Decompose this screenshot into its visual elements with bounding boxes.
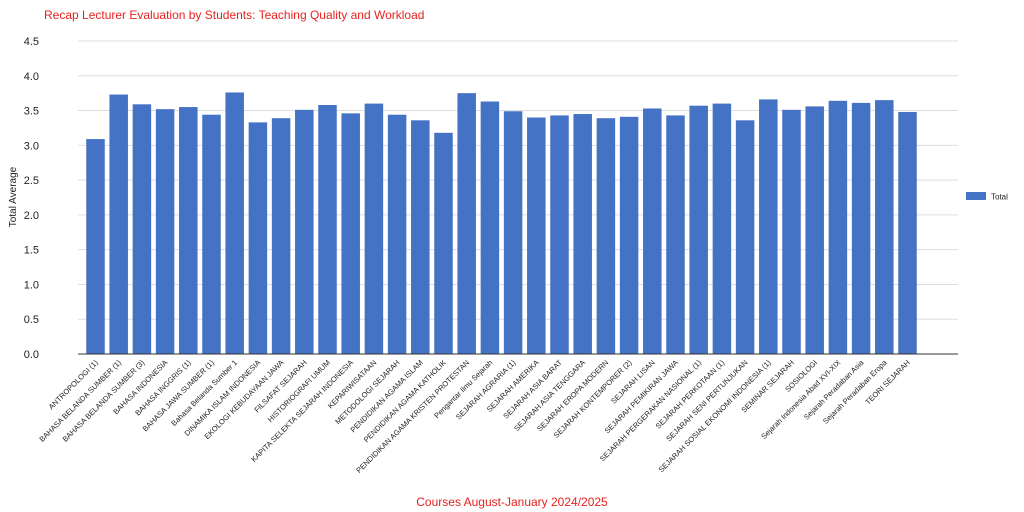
bar bbox=[596, 118, 616, 354]
y-axis-ticks: 0.0 0.5 1.0 1.5 2.0 2.5 3.0 3.5 4.0 4.5 bbox=[24, 36, 39, 361]
bar bbox=[503, 111, 523, 354]
y-tick-label: 1.5 bbox=[24, 245, 39, 257]
bar bbox=[527, 117, 546, 354]
bar bbox=[898, 111, 917, 355]
chart-title: Recap Lecturer Evaluation by Students: T… bbox=[44, 8, 424, 22]
bar bbox=[364, 103, 384, 354]
bar bbox=[735, 120, 755, 354]
bar bbox=[341, 113, 360, 355]
bar bbox=[434, 132, 453, 354]
bar bbox=[712, 103, 732, 354]
bar bbox=[132, 104, 152, 354]
bar bbox=[387, 114, 407, 355]
bar bbox=[689, 105, 708, 354]
bar bbox=[573, 114, 592, 355]
bar bbox=[828, 100, 848, 354]
y-tick-label: 2.5 bbox=[24, 175, 39, 187]
y-tick-label: 0.5 bbox=[24, 314, 39, 326]
bar bbox=[86, 139, 105, 354]
y-tick-label: 3.5 bbox=[24, 106, 39, 118]
y-tick-label: 4.0 bbox=[24, 71, 39, 83]
bar bbox=[318, 104, 337, 354]
bar bbox=[619, 116, 639, 354]
y-tick-label: 0.0 bbox=[24, 349, 39, 361]
bar bbox=[550, 115, 569, 355]
bar bbox=[666, 115, 685, 355]
y-tick-label: 1.0 bbox=[24, 279, 39, 291]
legend: Total bbox=[966, 192, 1008, 202]
legend-swatch bbox=[966, 192, 986, 200]
y-tick-label: 3.0 bbox=[24, 140, 39, 152]
y-tick-label: 4.5 bbox=[24, 36, 39, 48]
bar bbox=[202, 114, 221, 355]
x-axis-ticks: ANTROPOLOGI (1)BAHASA BELANDA SUMBER (1)… bbox=[37, 357, 911, 474]
bar bbox=[248, 122, 268, 354]
bar bbox=[179, 107, 198, 354]
bar bbox=[782, 109, 801, 354]
bar bbox=[225, 92, 244, 355]
bar bbox=[875, 100, 894, 354]
bar bbox=[411, 120, 430, 354]
bar bbox=[480, 101, 500, 354]
bar bbox=[759, 99, 778, 354]
bar bbox=[271, 118, 291, 354]
x-axis-title: Courses August-January 2024/2025 bbox=[416, 495, 608, 509]
bar bbox=[851, 102, 871, 354]
bar bbox=[295, 109, 314, 354]
bar bbox=[109, 94, 128, 355]
bar bbox=[643, 108, 662, 354]
legend-label-total: Total bbox=[991, 193, 1008, 202]
bar bbox=[805, 106, 824, 354]
bar bbox=[457, 93, 476, 355]
y-tick-label: 2.0 bbox=[24, 210, 39, 222]
bars bbox=[86, 92, 917, 355]
y-axis-title: Total Average bbox=[8, 166, 19, 227]
bar bbox=[155, 109, 175, 354]
